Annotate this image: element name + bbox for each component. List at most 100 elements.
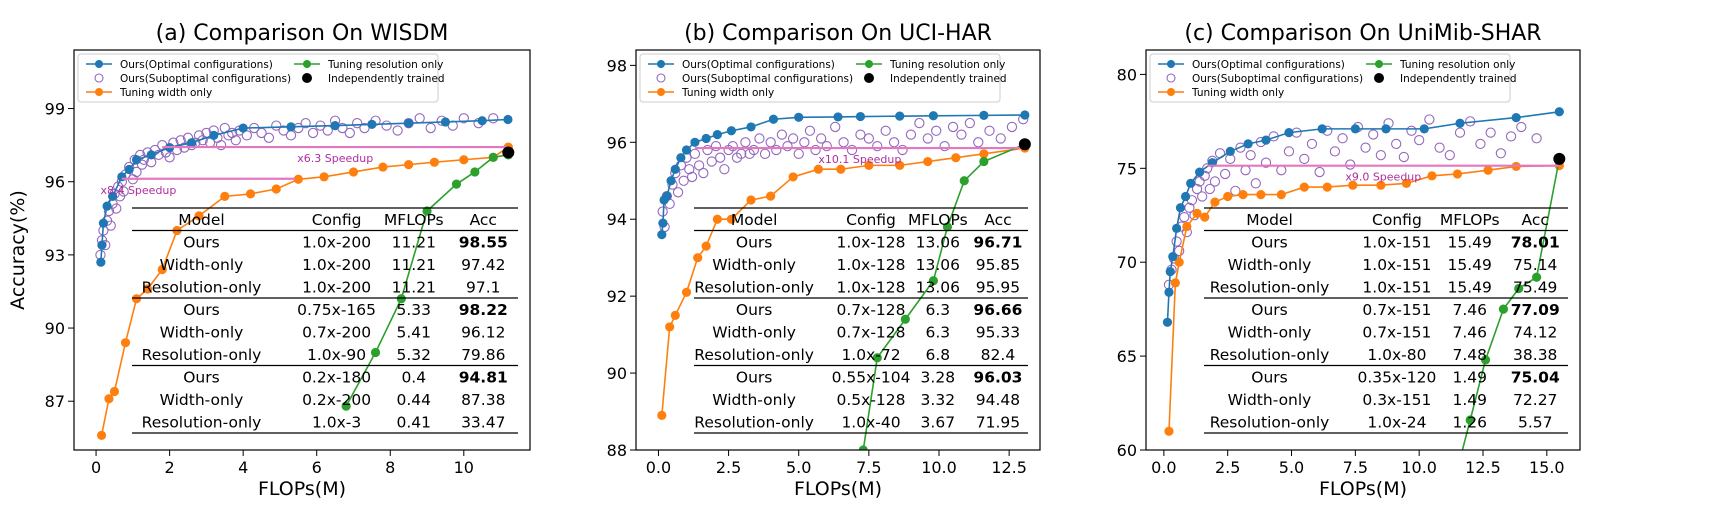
table-cell: 1.0x-151 bbox=[1362, 234, 1431, 252]
data-point-ours_opt bbox=[726, 126, 736, 136]
data-point-ours-sub bbox=[271, 120, 282, 131]
data-point-res bbox=[1514, 283, 1524, 294]
legend-label-ours_opt: Ours(Optimal configurations) bbox=[682, 59, 835, 71]
data-point-ours_opt bbox=[712, 130, 722, 140]
table-cell: 3.67 bbox=[921, 414, 956, 432]
data-point-ours_opt bbox=[1164, 287, 1174, 297]
data-point-res bbox=[858, 445, 868, 450]
legend-marker-width bbox=[1167, 88, 1175, 96]
data-point-res bbox=[942, 222, 953, 232]
data-point-ours_opt bbox=[1554, 107, 1564, 117]
data-point-ours_opt bbox=[676, 153, 686, 163]
data-point-ours-sub bbox=[1191, 183, 1203, 195]
data-point-width bbox=[319, 172, 329, 182]
data-point-ours-sub bbox=[111, 203, 122, 214]
legend-label-ours_sub: Ours(Suboptimal configurations) bbox=[1192, 73, 1363, 85]
data-point-width bbox=[979, 149, 989, 159]
table-cell: Resolution-only bbox=[1210, 414, 1330, 432]
data-point-res bbox=[396, 294, 406, 304]
data-point-width bbox=[1223, 191, 1233, 202]
data-point-ours-sub bbox=[414, 113, 425, 124]
table-cell: 97.42 bbox=[461, 256, 505, 274]
data-point-ours-sub bbox=[684, 164, 695, 175]
table-cell: 95.33 bbox=[976, 324, 1020, 342]
legend-label-indep: Independently trained bbox=[328, 73, 445, 85]
data-point-ours_opt bbox=[1186, 178, 1196, 188]
data-point-width bbox=[404, 160, 414, 170]
chart-1: (b) Comparison On UCI-HAR 0.0 2.5 5.0 7.5 10.… bbox=[607, 21, 1041, 500]
axes-frame bbox=[635, 49, 1041, 451]
data-point-ours_opt bbox=[404, 118, 414, 128]
data-point-ours-sub bbox=[678, 175, 689, 186]
y-tick-label: 96 bbox=[45, 173, 65, 192]
table-cell: 1.0x-128 bbox=[837, 256, 906, 274]
data-point-ours_opt bbox=[1511, 113, 1521, 123]
x-tick-label: 8 bbox=[385, 458, 395, 477]
legend-box bbox=[1149, 53, 1511, 103]
data-point-ours-sub bbox=[1454, 127, 1466, 138]
data-point-width bbox=[1322, 182, 1332, 192]
data-point-res bbox=[979, 156, 989, 167]
data-point-res bbox=[959, 176, 969, 186]
data-point-ours-sub bbox=[1174, 245, 1185, 257]
data-point-ours_opt bbox=[1350, 124, 1360, 134]
table-cell: 1.0x-200 bbox=[302, 256, 371, 274]
data-point-width bbox=[1376, 180, 1386, 190]
legend-marker-ours_opt bbox=[1167, 60, 1175, 68]
data-point-ours_opt bbox=[928, 111, 938, 121]
data-point-ours_opt bbox=[1381, 124, 1391, 134]
x-axis-label: FLOPs(M) bbox=[794, 478, 882, 500]
data-point-width bbox=[864, 160, 874, 170]
table-cell: 1.0x-72 bbox=[841, 346, 900, 364]
table-cell: Width-only bbox=[160, 324, 244, 342]
table-cell: 79.86 bbox=[461, 346, 505, 364]
legend-label-ours_opt: Ours(Optimal configurations) bbox=[120, 59, 273, 71]
speedup-label: x9.0 Speedup bbox=[1345, 171, 1421, 184]
table-cell: 1.0x-24 bbox=[1367, 414, 1426, 432]
table-cell: 87.38 bbox=[461, 391, 505, 409]
data-point-ours-sub bbox=[1337, 133, 1348, 144]
data-point-ours-sub bbox=[1276, 165, 1287, 176]
data-point-ours_opt bbox=[662, 191, 672, 201]
chart-title: (b) Comparison On UCI-HAR bbox=[684, 21, 992, 46]
table-cell: 13.06 bbox=[916, 279, 960, 297]
data-point-ours-sub bbox=[1314, 166, 1325, 178]
table-cell: 97.1 bbox=[466, 279, 501, 297]
data-point-ours-sub bbox=[1516, 121, 1527, 133]
data-point-ours-sub bbox=[698, 167, 709, 179]
data-point-ours-sub bbox=[1531, 133, 1542, 144]
x-tick-label: 10 bbox=[454, 458, 474, 477]
data-point-res bbox=[422, 206, 432, 216]
table-cell: 94.81 bbox=[459, 369, 508, 387]
data-point-ours-sub bbox=[897, 144, 908, 156]
data-point-ours-sub bbox=[1398, 151, 1409, 163]
data-point-width bbox=[104, 394, 114, 404]
table-cell: Ours bbox=[1251, 369, 1287, 387]
data-point-res bbox=[1465, 415, 1475, 425]
data-point-width bbox=[245, 189, 256, 199]
x-tick-label: 7.5 bbox=[856, 458, 881, 477]
data-point-width bbox=[665, 322, 675, 332]
table-cell: 0.4 bbox=[401, 369, 426, 387]
y-tick-label: 92 bbox=[607, 287, 627, 306]
data-point-width bbox=[923, 156, 933, 167]
table-cell: 1.0x-151 bbox=[1362, 279, 1431, 297]
table-cell: 98.55 bbox=[459, 234, 508, 252]
data-point-ours-sub bbox=[702, 144, 713, 156]
data-point-ours-sub bbox=[672, 187, 684, 198]
data-point-ours_opt bbox=[98, 218, 109, 228]
table-cell: 11.21 bbox=[392, 234, 436, 252]
data-point-ours_opt bbox=[690, 137, 700, 147]
table-cell: 96.12 bbox=[461, 324, 505, 342]
axes-frame bbox=[1145, 49, 1581, 451]
x-tick-label: 4 bbox=[238, 458, 248, 477]
table-cell: 96.03 bbox=[973, 369, 1022, 387]
data-point-width bbox=[348, 167, 359, 177]
data-point-ours-sub bbox=[922, 133, 933, 144]
data-point-ours-sub bbox=[1360, 142, 1371, 153]
data-point-indep bbox=[502, 146, 515, 159]
table-cell: Width-only bbox=[160, 256, 244, 274]
data-point-width bbox=[657, 410, 667, 420]
data-point-width bbox=[459, 155, 469, 165]
x-tick-label: 12.5 bbox=[991, 458, 1027, 477]
